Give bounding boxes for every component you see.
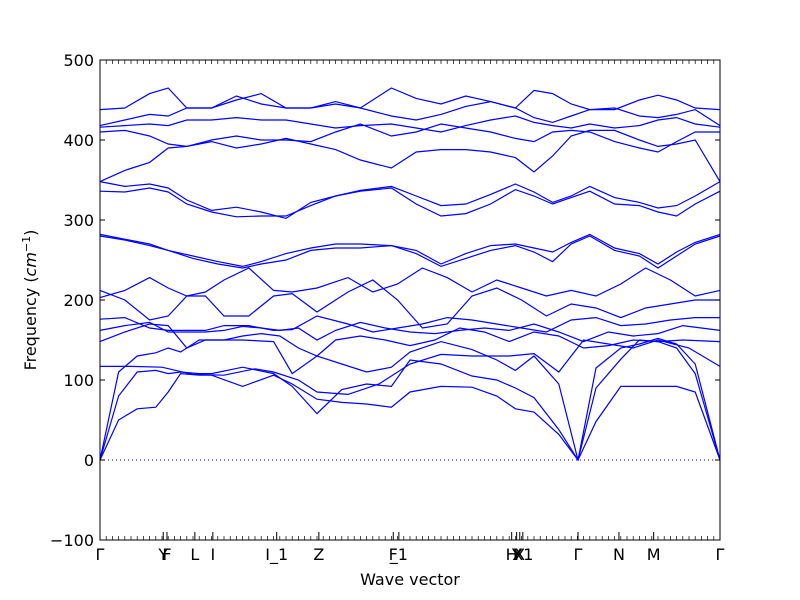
y-tick-label: 0 — [84, 451, 94, 470]
y-tick-label: 400 — [63, 131, 94, 150]
x-tick-label: X1 — [512, 545, 533, 564]
y-tick-label: 200 — [63, 291, 94, 310]
x-tick-label: N — [613, 545, 625, 564]
x-tick-label: H — [506, 545, 518, 564]
band-line-5 — [99, 323, 721, 357]
y-tick-label: 100 — [63, 371, 94, 390]
y-tick-label: 300 — [63, 211, 94, 230]
y-axis-unit-exp: −1 — [20, 236, 33, 252]
band-line-7 — [99, 315, 720, 333]
x-tick-label: F — [389, 545, 398, 564]
y-axis-unit: cm — [21, 252, 40, 276]
x-tick-label: X — [514, 545, 525, 564]
x-tick-label: M — [647, 545, 661, 564]
band-line-8 — [99, 279, 720, 329]
x-tick-label: Γ — [574, 545, 583, 564]
x-tick-label: I — [210, 545, 215, 564]
x-tick-label: L — [190, 545, 199, 564]
x-tick-label: Γ — [96, 545, 105, 564]
x-tick-label: F — [162, 545, 171, 564]
band-line-4 — [100, 339, 721, 396]
band-line-1 — [99, 372, 721, 462]
band-line-11 — [99, 233, 721, 268]
band-line-14 — [99, 129, 721, 183]
series-layer — [99, 87, 721, 462]
y-tick-label: 500 — [63, 51, 94, 70]
x-tick-label: Z — [313, 545, 324, 564]
plot-frame — [99, 59, 721, 541]
y-axis-title: Frequency (cm−1) — [20, 230, 41, 371]
x-tick-label: I_1 — [265, 545, 288, 565]
band-line-12 — [99, 187, 721, 218]
band-line-2 — [99, 339, 721, 462]
x-tick-label: Y — [511, 545, 522, 564]
y-axis-title-text: Frequency — [21, 288, 40, 371]
band-line-18 — [99, 87, 721, 111]
band-line-3 — [99, 337, 721, 461]
band-line-6 — [99, 321, 721, 343]
x-axis-title: Wave vector — [360, 570, 460, 589]
band-line-15 — [99, 123, 720, 153]
plot-background — [100, 60, 720, 540]
x-tick-label: Γ — [716, 545, 725, 564]
band-line-13 — [99, 181, 721, 220]
band-line-9 — [99, 267, 721, 299]
x-tick-label: _1 — [389, 545, 408, 565]
band-line-16 — [99, 115, 721, 133]
y-tick-label: −100 — [50, 531, 94, 550]
x-tick-label: Y — [157, 545, 168, 564]
band-line-10 — [99, 235, 721, 269]
y-ticks: −100 0 100 200 300 400 500 — [50, 51, 720, 550]
